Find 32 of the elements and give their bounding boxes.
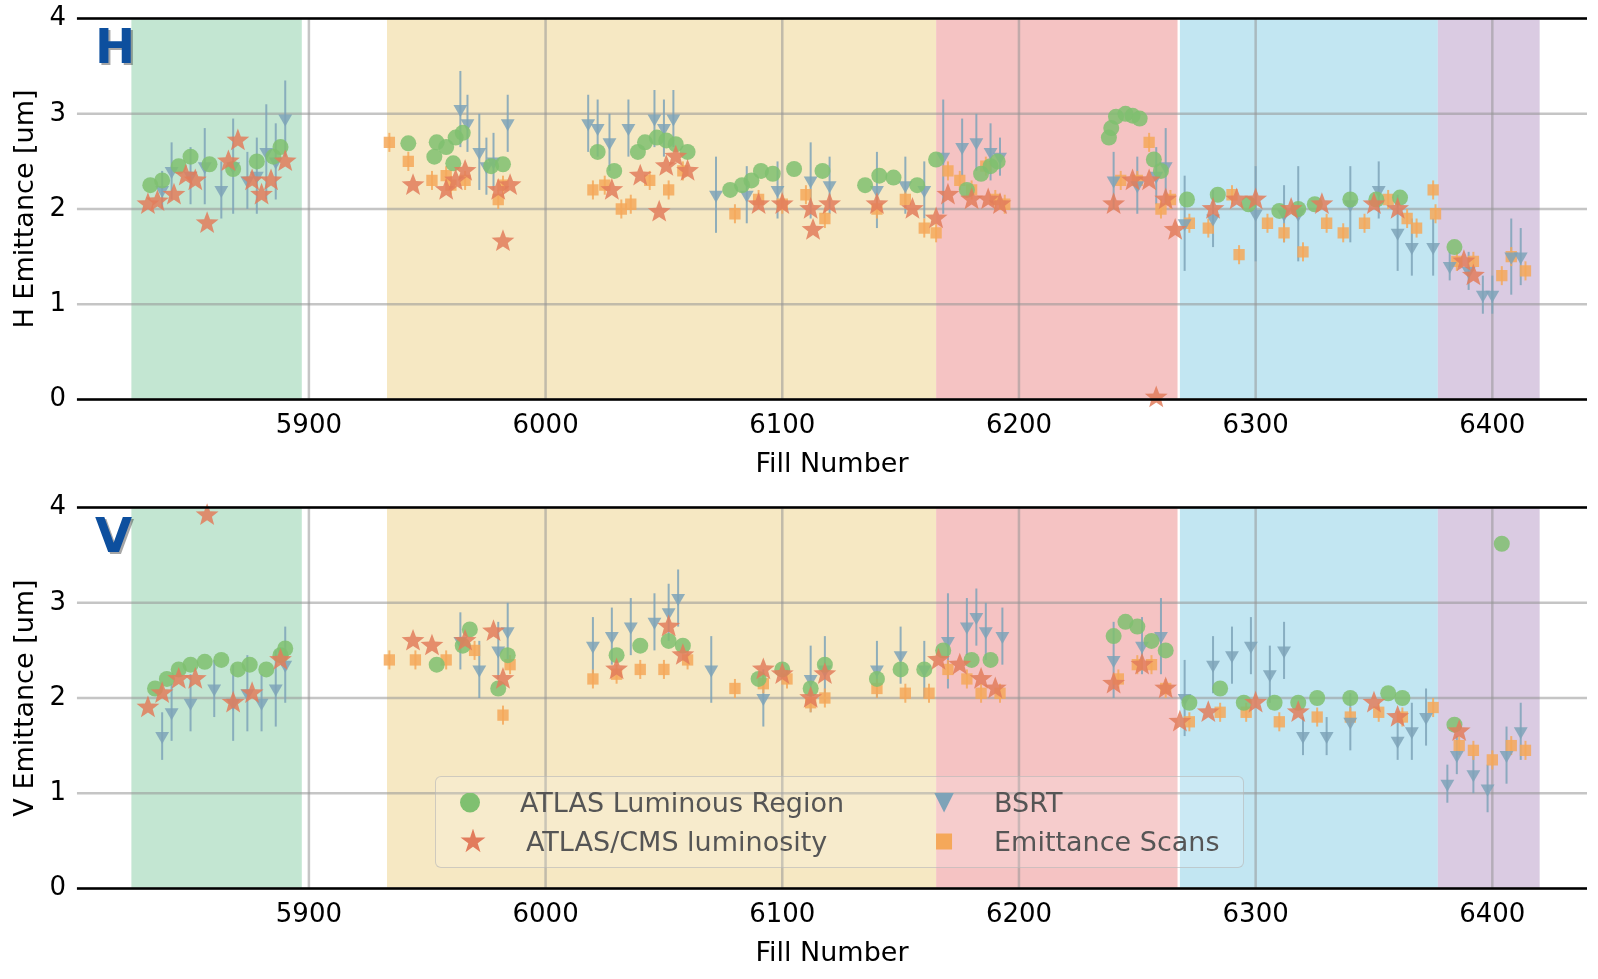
legend-label: Emittance Scans (994, 826, 1220, 857)
y-tick-label: 1 (49, 775, 66, 806)
y-tick-label: 3 (49, 96, 66, 127)
x-tick-label: 6200 (985, 408, 1053, 439)
x-tick-label: 6100 (749, 897, 816, 928)
x-tick-label: 6300 (1222, 897, 1289, 928)
annotation: H (94, 18, 136, 75)
x-tick-label: 6400 (1459, 897, 1526, 928)
x-tick-label: 6000 (512, 897, 579, 928)
x-tick-label: 6100 (749, 408, 816, 439)
x-tick-label: 6400 (1459, 408, 1526, 439)
x-tick-label: 6200 (985, 897, 1053, 928)
y-tick-label: 4 (49, 490, 66, 521)
x-axis-title: Fill Number (755, 935, 910, 967)
y-axis-title: H Emittance [um] (8, 89, 40, 329)
legend-label: ATLAS/CMS luminosity (526, 826, 828, 857)
y-tick-label: 2 (49, 680, 66, 711)
annotation: V (94, 507, 133, 564)
x-tick-label: 5900 (275, 408, 342, 439)
legend-label: BSRT (994, 787, 1063, 818)
legend-label: ATLAS Luminous Region (520, 787, 845, 818)
x-axis-title: Fill Number (755, 446, 910, 478)
x-tick-label: 5900 (275, 897, 342, 928)
y-tick-label: 3 (49, 585, 66, 616)
y-tick-label: 1 (49, 286, 66, 317)
y-axis-title: V Emittance [um] (8, 579, 40, 817)
y-tick-label: 0 (49, 382, 66, 413)
x-tick-label: 6300 (1222, 408, 1289, 439)
y-tick-label: 2 (49, 191, 66, 222)
y-tick-label: 4 (49, 1, 66, 32)
x-tick-label: 6000 (512, 408, 579, 439)
y-tick-label: 0 (49, 871, 66, 902)
